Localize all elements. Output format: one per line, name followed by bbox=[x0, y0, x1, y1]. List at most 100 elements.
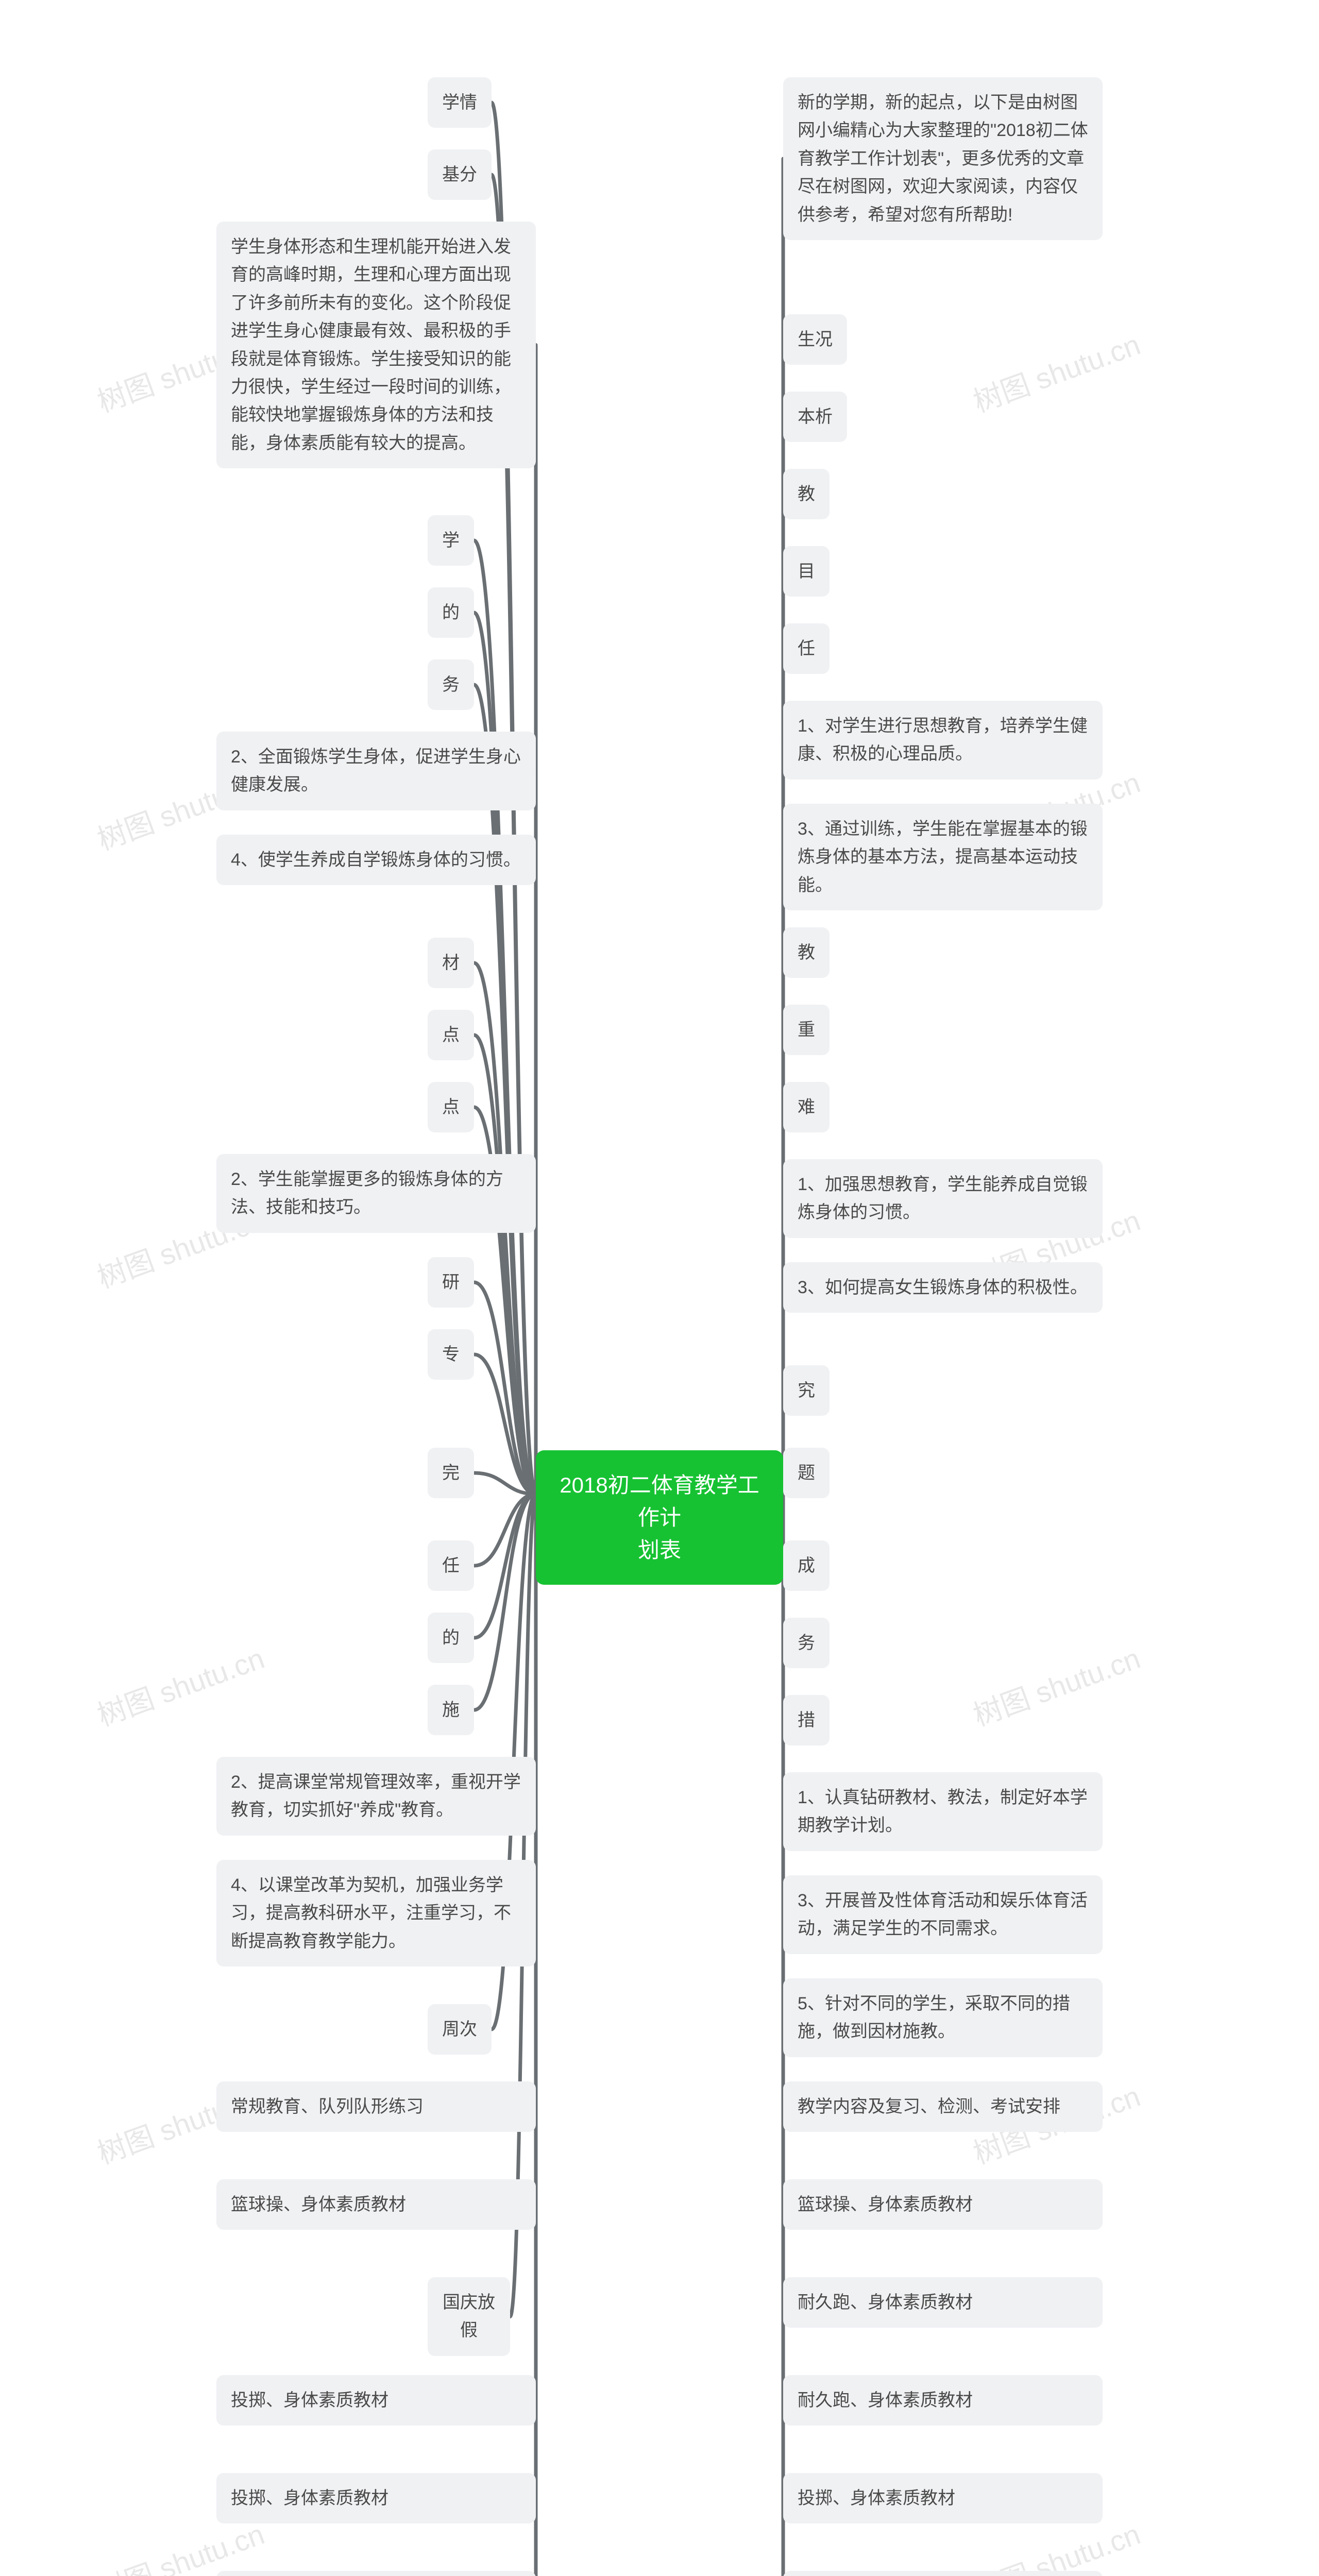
node-label: 投掷、身体素质教材 bbox=[798, 2488, 955, 2508]
right-node[interactable]: 1、认真钻研教材、教法，制定好本学期教学计划。 bbox=[783, 1772, 1103, 1851]
mindmap-root-label: 2018初二体育教学工作计划表 bbox=[560, 1473, 759, 1562]
node-label: 施 bbox=[442, 1700, 460, 1720]
right-node[interactable]: 重 bbox=[783, 1005, 830, 1055]
left-node[interactable]: 投掷、身体素质教材 bbox=[216, 2375, 536, 2426]
left-node[interactable]: 投掷、身体素质教材 bbox=[216, 2473, 536, 2523]
right-node[interactable]: 3、如何提高女生锻炼身体的积极性。 bbox=[783, 1262, 1103, 1313]
node-label: 周次 bbox=[442, 2020, 477, 2039]
left-node[interactable]: 任 bbox=[428, 1540, 474, 1591]
right-node[interactable]: 本析 bbox=[783, 392, 847, 442]
node-label: 的 bbox=[442, 603, 460, 622]
right-node[interactable]: 成 bbox=[783, 1540, 830, 1591]
right-node[interactable]: 篮球操、身体素质教材 bbox=[783, 2179, 1103, 2230]
right-node[interactable]: 措 bbox=[783, 1695, 830, 1745]
node-label: 专 bbox=[442, 1345, 460, 1364]
left-node[interactable]: 的 bbox=[428, 587, 474, 638]
right-node[interactable]: 5、针对不同的学生，采取不同的措施，做到因材施教。 bbox=[783, 1978, 1103, 2057]
mindmap-root[interactable]: 2018初二体育教学工作计划表 bbox=[536, 1450, 783, 1585]
right-node[interactable]: 务 bbox=[783, 1618, 830, 1668]
node-label: 3、通过训练，学生能在掌握基本的锻炼身体的基本方法，提高基本运动技能。 bbox=[798, 819, 1088, 895]
node-label: 教学内容及复习、检测、考试安排 bbox=[798, 2097, 1060, 2116]
node-label: 4、使学生养成自学锻炼身体的习惯。 bbox=[231, 850, 521, 870]
right-node[interactable]: 3、通过训练，学生能在掌握基本的锻炼身体的基本方法，提高基本运动技能。 bbox=[783, 804, 1103, 910]
left-node[interactable]: 学生身体形态和生理机能开始进入发育的高峰时期，生理和心理方面出现了许多前所未有的… bbox=[216, 222, 536, 468]
left-node[interactable]: 基分 bbox=[428, 149, 492, 200]
right-node[interactable]: 究 bbox=[783, 1365, 830, 1416]
node-label: 研 bbox=[442, 1273, 460, 1292]
right-node[interactable]: 1、加强思想教育，学生能养成自觉锻炼身体的习惯。 bbox=[783, 1159, 1103, 1238]
node-label: 点 bbox=[442, 1097, 460, 1117]
left-node[interactable]: 4、以课堂改革为契机，加强业务学习，提高教科研水平，注重学习，不断提高教育教学能… bbox=[216, 1860, 536, 1967]
right-node[interactable]: 任 bbox=[783, 623, 830, 674]
left-node[interactable]: 常规教育、队列队形练习 bbox=[216, 2081, 536, 2132]
left-node[interactable]: 2、学生能掌握更多的锻炼身体的方法、技能和技巧。 bbox=[216, 1154, 536, 1233]
left-node[interactable]: 研 bbox=[428, 1257, 474, 1308]
node-label: 点 bbox=[442, 1025, 460, 1045]
node-label: 2、学生能掌握更多的锻炼身体的方法、技能和技巧。 bbox=[231, 1170, 503, 1217]
node-label: 基分 bbox=[442, 165, 477, 184]
node-label: 投掷、身体素质教材 bbox=[231, 2391, 388, 2410]
node-label: 耐久跑、身体素质教材 bbox=[798, 2293, 973, 2312]
left-node[interactable]: 4、使学生养成自学锻炼身体的习惯。 bbox=[216, 835, 536, 885]
node-label: 务 bbox=[798, 1633, 815, 1653]
node-label: 投掷、身体素质教材 bbox=[231, 2488, 388, 2508]
node-label: 3、开展普及性体育活动和娱乐体育活动，满足学生的不同需求。 bbox=[798, 1891, 1088, 1938]
left-node[interactable]: 点 bbox=[428, 1010, 474, 1060]
node-label: 的 bbox=[442, 1628, 460, 1648]
node-label: 4、以课堂改革为契机，加强业务学习，提高教科研水平，注重学习，不断提高教育教学能… bbox=[231, 1875, 511, 1951]
right-node[interactable]: 新的学期，新的起点，以下是由树图网小编精心为大家整理的"2018初二体育教学工作… bbox=[783, 77, 1103, 240]
edges-layer bbox=[0, 0, 1319, 2576]
node-label: 篮球操、身体素质教材 bbox=[798, 2195, 973, 2214]
node-label: 难 bbox=[798, 1097, 815, 1117]
node-label: 成 bbox=[798, 1556, 815, 1575]
right-node[interactable]: 教 bbox=[783, 927, 830, 978]
left-node[interactable]: 完 bbox=[428, 1448, 474, 1498]
left-node[interactable]: 务 bbox=[428, 659, 474, 710]
right-node[interactable]: 耐久跑、身体素质教材 bbox=[783, 2277, 1103, 2328]
left-node[interactable]: 投掷、快速跑 bbox=[216, 2571, 536, 2576]
node-label: 3、如何提高女生锻炼身体的积极性。 bbox=[798, 1278, 1088, 1297]
left-node[interactable]: 学 bbox=[428, 515, 474, 566]
right-node[interactable]: 3、开展普及性体育活动和娱乐体育活动，满足学生的不同需求。 bbox=[783, 1875, 1103, 1954]
node-label: 篮球操、身体素质教材 bbox=[231, 2195, 406, 2214]
left-node[interactable]: 的 bbox=[428, 1613, 474, 1663]
right-node[interactable]: 难 bbox=[783, 1082, 830, 1132]
left-node[interactable]: 点 bbox=[428, 1082, 474, 1132]
node-label: 1、加强思想教育，学生能养成自觉锻炼身体的习惯。 bbox=[798, 1175, 1088, 1222]
left-node[interactable]: 学情 bbox=[428, 77, 492, 128]
node-label: 5、针对不同的学生，采取不同的措施，做到因材施教。 bbox=[798, 1994, 1070, 2041]
node-label: 教 bbox=[798, 484, 815, 504]
left-node[interactable]: 2、提高课堂常规管理效率，重视开学教育，切实抓好"养成"教育。 bbox=[216, 1757, 536, 1836]
node-label: 生况 bbox=[798, 330, 833, 349]
left-node[interactable]: 施 bbox=[428, 1685, 474, 1735]
node-label: 题 bbox=[798, 1463, 815, 1483]
right-node[interactable]: 题 bbox=[783, 1448, 830, 1498]
node-label: 学生身体形态和生理机能开始进入发育的高峰时期，生理和心理方面出现了许多前所未有的… bbox=[231, 237, 511, 453]
left-node[interactable]: 材 bbox=[428, 938, 474, 988]
node-label: 1、对学生进行思想教育，培养学生健康、积极的心理品质。 bbox=[798, 716, 1088, 764]
node-label: 1、认真钻研教材、教法，制定好本学期教学计划。 bbox=[798, 1788, 1088, 1835]
right-node[interactable]: 教学内容及复习、检测、考试安排 bbox=[783, 2081, 1103, 2132]
left-node[interactable]: 2、全面锻炼学生身体，促进学生身心健康发展。 bbox=[216, 732, 536, 810]
node-label: 重 bbox=[798, 1020, 815, 1040]
node-label: 常规教育、队列队形练习 bbox=[231, 2097, 424, 2116]
right-node[interactable]: 期中考试 bbox=[783, 2571, 1103, 2576]
node-label: 材 bbox=[442, 953, 460, 973]
node-label: 国庆放假 bbox=[443, 2293, 495, 2340]
right-node[interactable]: 1、对学生进行思想教育，培养学生健康、积极的心理品质。 bbox=[783, 701, 1103, 779]
node-label: 完 bbox=[442, 1463, 460, 1483]
right-node[interactable]: 耐久跑、身体素质教材 bbox=[783, 2375, 1103, 2426]
left-node[interactable]: 篮球操、身体素质教材 bbox=[216, 2179, 536, 2230]
left-node[interactable]: 周次 bbox=[428, 2004, 492, 2055]
right-node[interactable]: 生况 bbox=[783, 314, 847, 365]
node-label: 学 bbox=[442, 531, 460, 550]
node-label: 务 bbox=[442, 675, 460, 694]
right-node[interactable]: 投掷、身体素质教材 bbox=[783, 2473, 1103, 2523]
left-node[interactable]: 专 bbox=[428, 1329, 474, 1380]
node-label: 究 bbox=[798, 1381, 815, 1400]
node-label: 任 bbox=[798, 639, 815, 658]
right-node[interactable]: 教 bbox=[783, 469, 830, 519]
node-label: 学情 bbox=[442, 93, 477, 112]
left-node[interactable]: 国庆放假 bbox=[428, 2277, 510, 2356]
right-node[interactable]: 目 bbox=[783, 546, 830, 597]
